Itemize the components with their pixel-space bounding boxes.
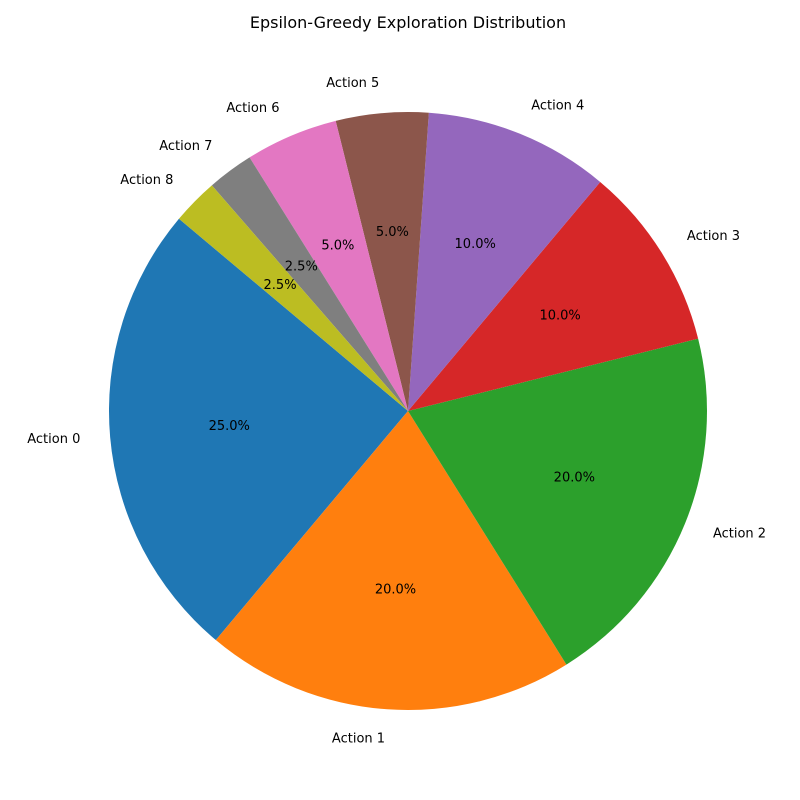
chart-title: Epsilon-Greedy Exploration Distribution xyxy=(250,13,566,32)
pie-percent-labels: 25.0%20.0%20.0%10.0%10.0%5.0%5.0%2.5%2.5… xyxy=(209,225,595,598)
pie-percent-label-1: 20.0% xyxy=(375,582,416,597)
pie-slice-label-6: Action 6 xyxy=(226,101,279,116)
pie-slice-label-2: Action 2 xyxy=(713,527,766,542)
pie-percent-label-2: 20.0% xyxy=(554,471,595,486)
pie-slice-label-4: Action 4 xyxy=(531,99,584,114)
pie-slice-label-7: Action 7 xyxy=(159,139,212,154)
pie-slice-3 xyxy=(408,181,699,411)
pie-slice-5 xyxy=(335,112,429,412)
pie-percent-label-6: 5.0% xyxy=(321,238,354,253)
pie-slice-label-1: Action 1 xyxy=(332,732,385,747)
pie-slice-label-0: Action 0 xyxy=(27,432,80,447)
pie-slice-8 xyxy=(178,185,408,411)
pie-percent-label-4: 10.0% xyxy=(455,237,496,252)
pie-slice-label-8: Action 8 xyxy=(120,173,173,188)
pie-percent-label-8: 2.5% xyxy=(264,278,297,293)
pie-slice-label-3: Action 3 xyxy=(687,229,740,244)
pie-slices xyxy=(109,112,708,711)
pie-slice-2 xyxy=(408,338,708,665)
pie-slice-label-5: Action 5 xyxy=(326,76,379,91)
pie-percent-label-7: 2.5% xyxy=(285,259,318,274)
pie-percent-label-0: 25.0% xyxy=(209,419,250,434)
pie-slice-0 xyxy=(109,218,408,641)
pie-percent-label-3: 10.0% xyxy=(539,308,580,323)
pie-slice-4 xyxy=(408,112,601,411)
pie-slice-6 xyxy=(249,120,408,411)
pie-percent-label-5: 5.0% xyxy=(376,225,409,240)
pie-slice-7 xyxy=(211,157,408,411)
pie-slice-1 xyxy=(215,411,567,711)
pie-slice-labels: Action 0 Action 1 Action 2 Action 3 Action 4… xyxy=(27,76,766,747)
